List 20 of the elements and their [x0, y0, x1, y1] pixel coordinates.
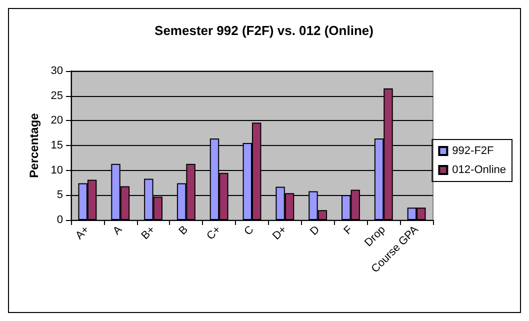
- y-tick-label: 0: [56, 214, 63, 226]
- x-tick-label: A: [110, 223, 126, 238]
- x-tick-label: D: [308, 224, 322, 238]
- x-tick-label: F: [342, 224, 356, 237]
- y-tick-label: 30: [50, 65, 63, 77]
- x-tick-label: D+: [270, 224, 290, 242]
- y-tick-label: 10: [50, 164, 63, 176]
- legend-label: 992-F2F: [452, 145, 494, 157]
- y-axis-title: Percentage: [26, 112, 41, 178]
- y-tick-label: 5: [56, 189, 63, 202]
- legend-label: 012-Online: [452, 164, 506, 176]
- x-tick-label: C+: [204, 224, 224, 242]
- x-tick-label: C: [242, 224, 256, 238]
- x-tick-label: B: [176, 224, 190, 238]
- y-tick-label: 25: [50, 90, 63, 102]
- y-tick-label: 15: [50, 140, 63, 152]
- chart-title: Semester 992 (F2F) vs. 012 (Online): [154, 23, 374, 38]
- y-tick-label: 20: [50, 114, 63, 127]
- x-tick-label: A+: [73, 224, 92, 242]
- x-tick-label: B+: [139, 224, 158, 242]
